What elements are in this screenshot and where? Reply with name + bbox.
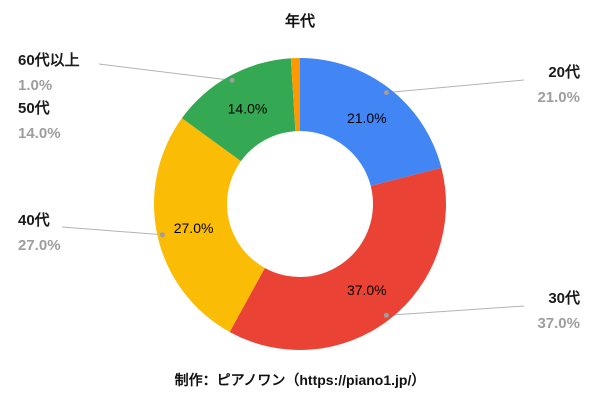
- leader-dot: [383, 312, 389, 318]
- slice-percent-label: 14.0%: [228, 101, 268, 117]
- pie-slice-60代以上: [290, 58, 300, 132]
- callout-30s: 30代 37.0%: [537, 286, 580, 336]
- callout-60s-plus: 60代以上 1.0%: [18, 48, 80, 98]
- leader-line: [386, 305, 525, 316]
- leader-line: [61, 226, 163, 236]
- callout-label: 50代: [18, 100, 50, 117]
- callout-40s: 40代 27.0%: [18, 208, 61, 258]
- pie-slice-20代: [300, 58, 442, 186]
- callout-50s: 50代 14.0%: [18, 96, 61, 146]
- callout-percent: 14.0%: [18, 125, 61, 142]
- leader-line: [98, 63, 233, 81]
- pie-slice-50代: [181, 58, 296, 162]
- chart-title: 年代: [284, 13, 315, 30]
- callout-label: 20代: [548, 64, 580, 81]
- slice-percent-label: 21.0%: [347, 110, 387, 126]
- callout-label: 60代以上: [18, 52, 80, 69]
- slice-percent-label: 27.0%: [174, 220, 214, 236]
- callout-percent: 21.0%: [537, 89, 580, 106]
- callout-label: 30代: [548, 290, 580, 307]
- leader-line: [386, 79, 525, 94]
- leader-dot: [159, 232, 165, 238]
- chart-caption: 制作：ピアノワン（https://piano1.jp/）: [174, 372, 426, 388]
- callout-label: 40代: [18, 212, 50, 229]
- leader-dot: [229, 77, 235, 83]
- callout-percent: 27.0%: [18, 237, 61, 254]
- slice-percent-label: 37.0%: [347, 282, 387, 298]
- callout-percent: 37.0%: [537, 315, 580, 332]
- leader-dot: [383, 90, 389, 96]
- pie-slice-40代: [153, 118, 265, 332]
- pie-slice-30代: [229, 167, 446, 350]
- callout-20s: 20代 21.0%: [537, 60, 580, 110]
- callout-percent: 1.0%: [18, 77, 53, 94]
